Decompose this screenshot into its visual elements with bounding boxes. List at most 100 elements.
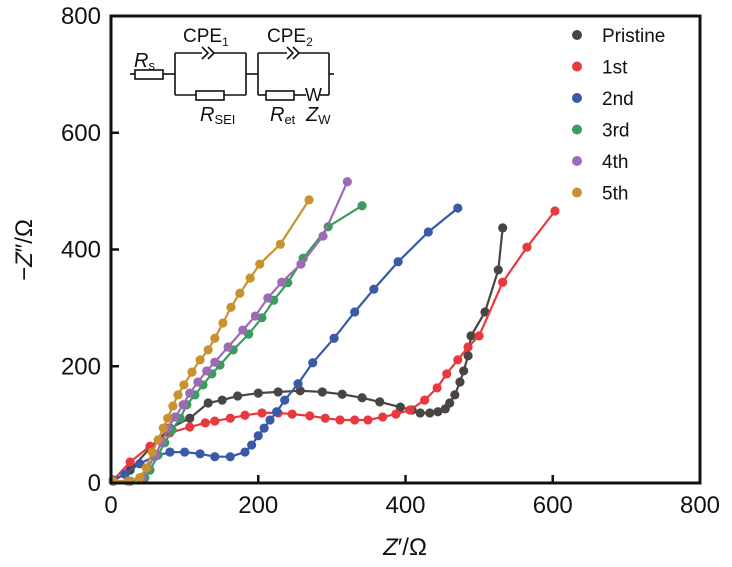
data-point <box>293 379 303 389</box>
data-point <box>317 387 327 397</box>
data-point <box>522 242 532 252</box>
legend-marker <box>572 187 582 198</box>
data-point <box>350 415 360 425</box>
legend-item: 3rd <box>572 121 629 142</box>
data-point <box>320 413 330 423</box>
data-point <box>245 273 255 283</box>
legend-item: Pristine <box>572 26 665 47</box>
data-point <box>357 393 367 403</box>
data-point <box>233 391 243 401</box>
series-line <box>112 227 504 483</box>
data-point <box>296 259 306 269</box>
data-point <box>158 423 168 433</box>
data-point <box>391 409 401 419</box>
data-point <box>200 418 210 428</box>
data-point <box>378 412 388 422</box>
data-point <box>153 435 163 445</box>
x-axis-title: Z′/Ω <box>382 534 427 561</box>
data-point <box>210 416 220 426</box>
data-point <box>463 351 473 361</box>
data-point <box>308 358 318 368</box>
data-point <box>255 259 265 269</box>
data-point <box>202 366 212 376</box>
data-point <box>203 398 213 408</box>
series-line <box>112 210 556 481</box>
label-ret: Ret <box>270 104 296 127</box>
cpe1-symbol <box>201 46 210 60</box>
label-zw: ZW <box>305 104 331 127</box>
data-point <box>432 383 442 393</box>
data-point <box>185 413 195 423</box>
data-point <box>259 423 269 433</box>
data-point <box>295 386 305 396</box>
data-point <box>185 388 195 398</box>
label-rs: Rs <box>134 50 155 73</box>
data-point <box>165 447 175 457</box>
legend-label: 3rd <box>602 121 629 142</box>
data-point <box>263 293 273 303</box>
legend-item: 1st <box>572 58 628 79</box>
cpe2-symbol <box>286 46 295 60</box>
legend-item: 5th <box>572 184 628 205</box>
label-cpe1: CPE1 <box>183 26 229 49</box>
data-point <box>185 422 195 432</box>
data-point <box>195 355 205 365</box>
data-point <box>474 331 484 341</box>
data-point <box>342 177 352 187</box>
legend: Pristine 1st 2nd 3rd 4th 5th <box>572 26 665 205</box>
data-point <box>415 408 425 418</box>
warburg-symbol: W <box>305 85 322 105</box>
data-point <box>210 333 220 343</box>
series-line <box>113 181 349 483</box>
data-point <box>445 398 455 408</box>
data-point <box>178 400 188 410</box>
y-tick-label: 0 <box>88 470 101 497</box>
legend-label: 1st <box>602 58 628 79</box>
data-point <box>226 302 236 312</box>
equivalent-circuit-inset <box>130 46 334 101</box>
plot-frame <box>109 14 702 485</box>
axis-ticks <box>111 131 554 483</box>
data-point <box>238 325 248 335</box>
data-point <box>369 284 379 294</box>
data-point <box>363 415 373 425</box>
resistor-rsei <box>195 90 225 101</box>
x-tick-label: 200 <box>238 492 278 519</box>
data-point <box>225 452 235 462</box>
legend-item: 2nd <box>572 89 634 110</box>
data-point <box>329 333 339 343</box>
legend-marker <box>572 156 582 166</box>
data-point <box>250 311 260 321</box>
series-1st <box>108 206 560 485</box>
series-line <box>113 199 311 483</box>
data-point <box>335 415 345 425</box>
tick-labels: 0 200 400 600 800 0 200 400 600 800 <box>61 3 720 519</box>
data-point <box>453 203 463 213</box>
data-point <box>498 277 508 287</box>
data-point <box>453 355 463 365</box>
x-tick-label: 0 <box>104 492 117 519</box>
y-tick-label: 200 <box>61 353 101 380</box>
data-point <box>135 473 145 483</box>
plot-area <box>108 177 560 486</box>
data-point <box>180 447 190 457</box>
series-4th <box>108 177 352 486</box>
data-point <box>450 390 460 400</box>
data-point <box>433 407 443 417</box>
legend-label: Pristine <box>602 26 665 47</box>
data-point <box>253 431 263 441</box>
data-point <box>393 257 403 267</box>
legend-marker <box>572 124 582 135</box>
data-point <box>287 409 297 419</box>
data-point <box>277 277 287 287</box>
data-point <box>280 395 290 405</box>
data-point <box>550 206 560 216</box>
data-point <box>466 331 476 341</box>
series-pristine <box>108 223 508 486</box>
series-2nd <box>108 203 463 485</box>
resistor-ret <box>265 90 295 101</box>
legend-marker <box>572 61 582 72</box>
data-point <box>135 459 145 469</box>
data-point <box>210 357 220 367</box>
data-point <box>337 389 347 399</box>
